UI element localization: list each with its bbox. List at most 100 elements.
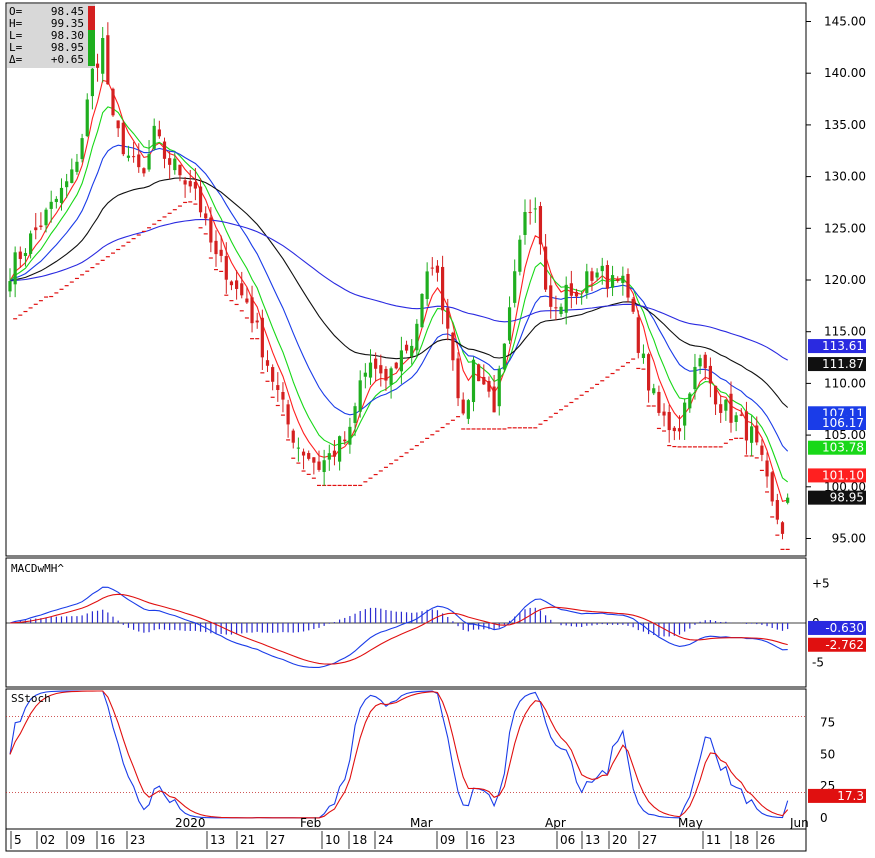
candle xyxy=(544,234,548,293)
price-badge-label: 106.17 xyxy=(822,416,864,430)
candle-body xyxy=(276,385,280,390)
candle-body xyxy=(456,358,460,399)
candle xyxy=(662,403,666,427)
candle-body xyxy=(59,187,64,204)
candle-body xyxy=(693,366,697,390)
candle xyxy=(168,151,172,180)
candle xyxy=(65,173,69,199)
candle-body xyxy=(765,460,769,477)
candle-body xyxy=(235,280,239,289)
candle-body xyxy=(85,99,89,137)
price-series-layer xyxy=(8,22,790,550)
candle xyxy=(518,235,522,276)
price-badge-label: 111.87 xyxy=(822,357,864,371)
candle xyxy=(446,298,450,341)
candle xyxy=(286,399,290,438)
day-label: 11 xyxy=(706,833,721,847)
candle-body xyxy=(482,376,486,385)
day-label: 16 xyxy=(470,833,485,847)
candle xyxy=(389,366,393,399)
candle xyxy=(235,270,239,300)
candle-body xyxy=(564,284,568,313)
month-label: Feb xyxy=(300,816,321,830)
candle-body xyxy=(379,365,383,374)
candle-body xyxy=(34,227,38,231)
candle-body xyxy=(477,364,481,382)
candle-body xyxy=(451,332,455,361)
candle-body xyxy=(209,217,213,243)
candle-body xyxy=(786,497,790,503)
day-label: 06 xyxy=(560,833,575,847)
candle-body xyxy=(574,291,579,297)
ohlc-value-high: 99.35 xyxy=(51,17,84,30)
candle xyxy=(410,339,414,365)
price-badge-label: 98.95 xyxy=(830,491,864,505)
candle-body xyxy=(435,265,440,273)
price-tick-label: 100.00 xyxy=(824,480,866,494)
candle-body xyxy=(152,125,156,149)
ohlc-label-low: L= xyxy=(9,29,23,42)
macd-series-layer xyxy=(6,586,806,668)
macd-panel-title: MACDwMH^ xyxy=(11,562,64,575)
candle xyxy=(193,168,197,201)
candle xyxy=(312,457,316,475)
candle xyxy=(301,448,306,470)
candle xyxy=(647,352,651,403)
candle-body xyxy=(327,453,331,460)
candle-body xyxy=(559,306,563,315)
candle xyxy=(420,293,424,328)
candle-body xyxy=(466,400,470,419)
candle xyxy=(173,152,177,175)
candle-body xyxy=(291,430,295,443)
candle-body xyxy=(513,271,517,303)
candle xyxy=(487,376,491,398)
candle-body xyxy=(430,267,434,269)
candle-body xyxy=(255,320,259,323)
candle xyxy=(533,197,537,223)
candle xyxy=(49,190,53,223)
candle-body xyxy=(585,271,589,294)
candle xyxy=(265,350,270,373)
candle-body xyxy=(173,158,177,171)
candle xyxy=(610,265,615,297)
candle-body xyxy=(95,63,100,68)
candle xyxy=(631,297,635,314)
candle-body xyxy=(708,365,712,384)
candle-body xyxy=(703,354,707,369)
day-label: 24 xyxy=(378,833,393,847)
ohlc-value-change: +0.65 xyxy=(51,53,84,66)
candle xyxy=(358,370,362,418)
candle xyxy=(775,493,779,525)
candle-body xyxy=(631,298,635,312)
macd-badge xyxy=(808,620,866,635)
candle xyxy=(18,246,22,268)
candle-body xyxy=(647,354,651,391)
candle xyxy=(724,399,728,421)
month-label: Jun xyxy=(789,816,809,830)
stoch-tick-label: 50 xyxy=(820,747,835,761)
candle-body xyxy=(168,158,172,165)
day-label: 26 xyxy=(760,833,775,847)
candle xyxy=(394,361,398,370)
candle xyxy=(719,395,723,423)
candle-body xyxy=(111,88,115,116)
candle xyxy=(760,439,764,462)
price-badge xyxy=(808,339,866,354)
candle xyxy=(538,201,543,255)
day-label: 23 xyxy=(130,833,145,847)
candle-body xyxy=(549,285,553,307)
candle-body xyxy=(219,249,223,256)
candle-body xyxy=(713,385,718,405)
candle-body xyxy=(90,68,94,97)
candle-body xyxy=(461,399,465,414)
candle-body xyxy=(744,411,749,441)
candle xyxy=(317,450,321,472)
candle-body xyxy=(198,186,203,213)
candle xyxy=(492,375,496,413)
candle-body xyxy=(610,275,615,288)
line-ma_black xyxy=(9,177,789,408)
day-label: 13 xyxy=(210,833,225,847)
macd-badge-label: -2.762 xyxy=(825,638,864,652)
candle xyxy=(332,440,337,466)
candle-body xyxy=(312,457,316,463)
